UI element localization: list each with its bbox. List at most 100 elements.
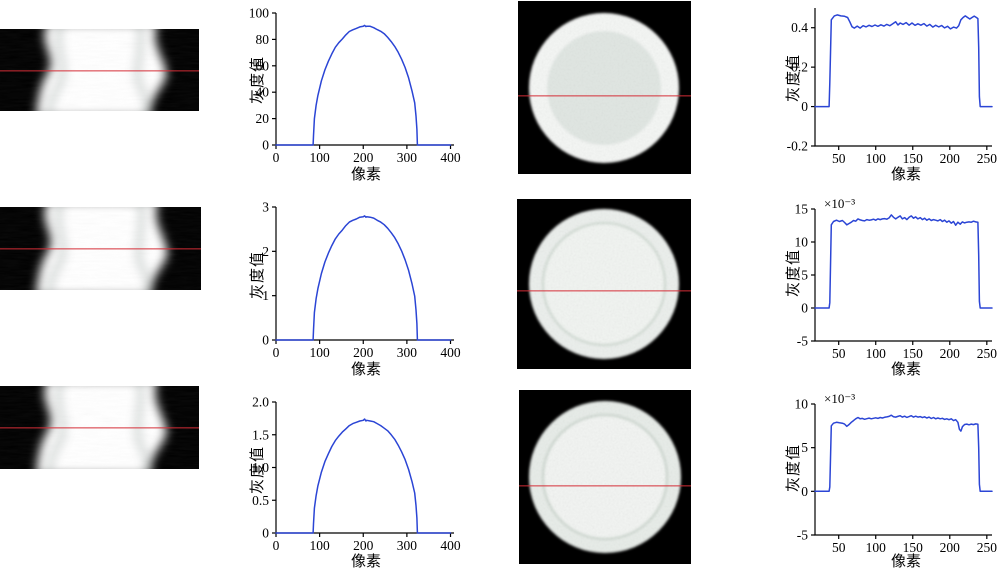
y-tick-label: -5 bbox=[797, 528, 808, 543]
y-tick-label: 0 bbox=[801, 301, 808, 316]
scanline bbox=[518, 95, 691, 97]
x-axis-label: 像素 bbox=[890, 167, 922, 183]
ct-panel-2 bbox=[517, 199, 691, 369]
y-tick-label: 0.5 bbox=[252, 493, 269, 508]
x-tick-label: 50 bbox=[832, 540, 846, 555]
y-tick-label: -0.2 bbox=[787, 139, 808, 154]
scanline bbox=[517, 290, 691, 292]
y-tick-label: 5 bbox=[801, 268, 808, 283]
y-tick-label: 20 bbox=[256, 111, 270, 126]
x-tick-label: 100 bbox=[866, 151, 887, 166]
y-tick-label: 0 bbox=[801, 484, 808, 499]
axis-line bbox=[275, 207, 454, 341]
y-tick-label: 1.0 bbox=[252, 460, 269, 475]
y-tick-label: 100 bbox=[249, 6, 270, 21]
chart-cell-row3-sinogram-profile: 0 0.5 1.0 1.5 2.0 0 100 200 300 400 灰度值 像素 bbox=[238, 390, 466, 573]
x-tick-label: 100 bbox=[866, 540, 887, 555]
y-tick-label: 3 bbox=[262, 200, 269, 215]
y-tick-label: 5 bbox=[801, 440, 808, 455]
chart-row2-slice-profile: -5 0 5 10 15 50 100 150 200 250 bbox=[795, 202, 998, 362]
noise-overlay bbox=[529, 401, 681, 553]
x-axis-label: 像素 bbox=[350, 554, 382, 570]
chart-row1-slice-profile: -0.2 0 0.2 0.4 50 100 150 200 250 bbox=[787, 8, 998, 166]
y-tick-label: 10 bbox=[795, 235, 809, 250]
noise-overlay bbox=[529, 13, 679, 163]
data-curve bbox=[814, 414, 993, 493]
scanline bbox=[0, 70, 199, 72]
y-tick-label: -5 bbox=[797, 334, 808, 349]
x-tick-label: 0 bbox=[273, 345, 280, 360]
x-tick-label: 100 bbox=[310, 150, 331, 165]
y-axis-label: 灰度值 bbox=[250, 250, 266, 299]
y-tick-label: 0.2 bbox=[791, 60, 808, 75]
x-tick-label: 50 bbox=[832, 151, 846, 166]
axis-line bbox=[814, 209, 992, 342]
y-axis-label: 灰度值 bbox=[250, 55, 266, 104]
x-tick-label: 150 bbox=[903, 540, 924, 555]
ct-panel-1 bbox=[518, 1, 691, 174]
chart-cell-row2-sinogram-profile: 0 1 2 3 0 100 200 300 400 灰度值 像素 bbox=[238, 195, 466, 381]
y-tick-label: 1.5 bbox=[252, 427, 269, 442]
x-tick-label: 300 bbox=[397, 345, 418, 360]
x-tick-label: 200 bbox=[940, 151, 961, 166]
sinogram-panel-1 bbox=[0, 21, 199, 118]
x-tick-label: 200 bbox=[353, 538, 374, 553]
exponent-label: ×10⁻³ bbox=[824, 391, 856, 406]
x-tick-label: 100 bbox=[310, 538, 331, 553]
data-curve bbox=[814, 214, 993, 309]
x-tick-label: 300 bbox=[397, 150, 418, 165]
y-tick-label: 2 bbox=[262, 244, 269, 259]
chart-cell-row2-slice-profile: -5 0 5 10 15 50 100 150 200 250 灰度值 像素 ×10⁻³ bbox=[778, 195, 1000, 381]
x-tick-label: 250 bbox=[977, 540, 998, 555]
data-curve bbox=[275, 418, 452, 534]
y-axis-label: 灰度值 bbox=[786, 248, 802, 297]
sinogram-panel-2 bbox=[0, 199, 201, 297]
x-tick-label: 200 bbox=[940, 540, 961, 555]
axis-line bbox=[275, 402, 454, 534]
sinogram-image-1 bbox=[0, 21, 199, 118]
x-tick-label: 50 bbox=[832, 346, 846, 361]
y-tick-label: 2.0 bbox=[252, 395, 269, 410]
x-tick-label: 200 bbox=[353, 150, 374, 165]
y-tick-label: 40 bbox=[256, 85, 270, 100]
ct-slice-image-3 bbox=[519, 390, 691, 564]
axis-line bbox=[814, 8, 992, 147]
data-curve bbox=[275, 215, 452, 341]
x-tick-label: 100 bbox=[310, 345, 331, 360]
y-axis-label: 灰度值 bbox=[786, 53, 802, 102]
exponent-label: ×10⁻³ bbox=[824, 196, 856, 211]
chart-cell-row3-slice-profile: -5 0 5 10 50 100 150 200 250 灰度值 像素 ×10⁻³ bbox=[778, 390, 1000, 573]
y-tick-label: 0 bbox=[262, 526, 269, 541]
x-tick-label: 0 bbox=[273, 538, 280, 553]
x-tick-label: 150 bbox=[903, 346, 924, 361]
x-tick-label: 150 bbox=[903, 151, 924, 166]
y-tick-label: 10 bbox=[795, 397, 809, 412]
data-curve bbox=[814, 14, 993, 108]
ct-slice-image-2 bbox=[517, 199, 691, 369]
x-tick-label: 400 bbox=[440, 345, 461, 360]
y-tick-label: 0 bbox=[262, 138, 269, 153]
y-tick-label: 0 bbox=[801, 99, 808, 114]
chart-row2-sinogram-profile: 0 1 2 3 0 100 200 300 400 bbox=[262, 200, 461, 361]
x-tick-label: 0 bbox=[273, 150, 280, 165]
x-axis-label: 像素 bbox=[890, 362, 922, 378]
x-tick-label: 250 bbox=[977, 346, 998, 361]
x-tick-label: 400 bbox=[440, 150, 461, 165]
y-tick-label: 15 bbox=[795, 202, 809, 217]
x-axis-label: 像素 bbox=[350, 167, 382, 183]
ct-panel-3 bbox=[519, 390, 691, 564]
x-tick-label: 400 bbox=[440, 538, 461, 553]
chart-row1-sinogram-profile: 0 20 40 60 80 100 0 100 200 300 400 bbox=[249, 6, 461, 166]
x-tick-label: 100 bbox=[866, 346, 887, 361]
scanline bbox=[519, 485, 691, 487]
y-axis-label: 灰度值 bbox=[786, 443, 802, 492]
chart-row3-slice-profile: -5 0 5 10 50 100 150 200 250 bbox=[795, 397, 998, 556]
x-axis-label: 像素 bbox=[890, 554, 922, 570]
x-tick-label: 200 bbox=[940, 346, 961, 361]
chart-row3-sinogram-profile: 0 0.5 1.0 1.5 2.0 0 100 200 300 400 bbox=[252, 395, 461, 554]
sinogram-panel-3 bbox=[0, 378, 199, 476]
x-tick-label: 250 bbox=[977, 151, 998, 166]
axis-line bbox=[275, 13, 454, 146]
scanline bbox=[0, 248, 201, 250]
